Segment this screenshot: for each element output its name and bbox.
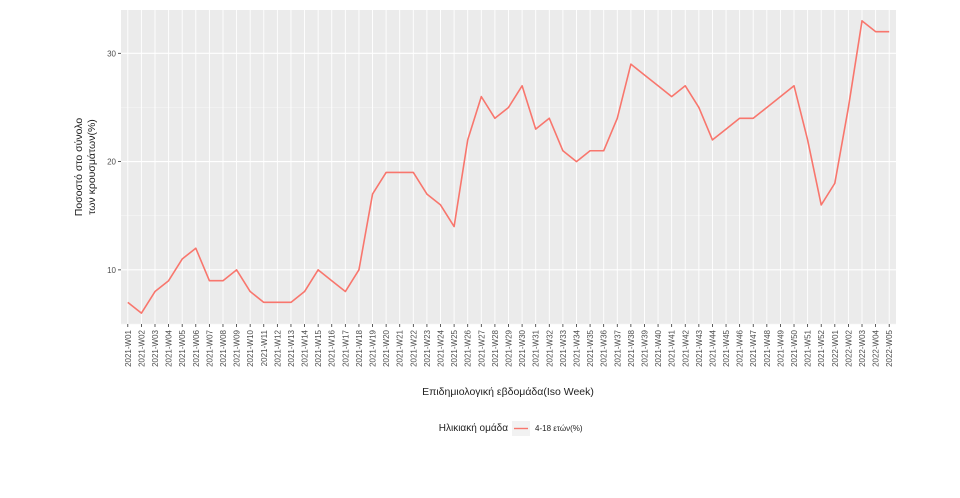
y-axis-title-line-1: Ποσοστό στο σύνολο — [73, 118, 85, 217]
x-tick-label: 2021-W03 — [151, 329, 160, 366]
x-tick-label: 2021-W31 — [532, 329, 541, 366]
x-tick-label: 2021-W09 — [233, 329, 242, 366]
x-tick-label: 2021-W07 — [205, 329, 214, 366]
x-tick-label: 2021-W20 — [382, 329, 391, 366]
y-tick-label: 10 — [107, 266, 116, 275]
x-tick-label: 2021-W46 — [736, 329, 745, 366]
x-tick-label: 2021-W34 — [572, 329, 581, 366]
x-tick-label: 2021-W19 — [369, 329, 378, 366]
x-tick-label: 2021-W12 — [273, 329, 282, 366]
x-tick-label: 2022-W03 — [858, 329, 867, 366]
series-layer — [127, 20, 890, 314]
x-tick-label: 2021-W39 — [640, 329, 649, 366]
x-tick-label: 2021-W04 — [165, 329, 174, 366]
x-tick-label: 2021-W17 — [341, 329, 350, 366]
x-tick-label: 2021-W13 — [287, 329, 296, 366]
x-tick-label: 2021-W11 — [260, 329, 269, 366]
x-tick-label: 2022-W05 — [885, 329, 894, 366]
x-tick-label: 2021-W41 — [668, 329, 677, 366]
x-tick-label: 2021-W25 — [450, 329, 459, 366]
x-axis-ticks: 2021-W01 2021-W02 2021-W03 2021-W04 2021-W05… — [124, 324, 894, 367]
y-tick-label: 30 — [107, 49, 116, 58]
x-tick-label: 2021-W05 — [178, 329, 187, 366]
x-tick-label: 2021-W38 — [627, 329, 636, 366]
y-axis-title-line-2: των κρουσμάτων(%) — [86, 119, 98, 215]
legend-label: 4-18 ετών(%) — [535, 424, 583, 433]
x-tick-label: 2021-W28 — [491, 329, 500, 366]
x-tick-label: 2021-W23 — [423, 329, 432, 366]
x-tick-label: 2021-W37 — [613, 329, 622, 366]
x-tick-label: 2021-W24 — [437, 329, 446, 366]
x-tick-label: 2022-W04 — [872, 329, 881, 366]
x-tick-label: 2021-W40 — [654, 329, 663, 366]
x-tick-label: 2021-W21 — [396, 329, 405, 366]
x-tick-label: 2021-W45 — [722, 329, 731, 366]
x-tick-label: 2021-W01 — [124, 329, 133, 366]
x-tick-label: 2021-W35 — [586, 329, 595, 366]
x-tick-label: 2021-W32 — [545, 329, 554, 366]
x-tick-label: 2021-W16 — [328, 329, 337, 366]
x-tick-label: 2021-W08 — [219, 329, 228, 366]
x-tick-label: 2021-W33 — [559, 329, 568, 366]
x-tick-label: 2021-W50 — [790, 329, 799, 366]
x-tick-label: 2021-W42 — [681, 329, 690, 366]
x-tick-label: 2021-W36 — [600, 329, 609, 366]
x-tick-label: 2021-W02 — [137, 329, 146, 366]
x-tick-label: 2022-W01 — [831, 329, 840, 366]
x-tick-label: 2021-W14 — [301, 329, 310, 366]
x-tick-label: 2021-W44 — [708, 329, 717, 366]
major-gridlines — [121, 10, 896, 324]
x-tick-label: 2021-W30 — [518, 329, 527, 366]
x-tick-label: 2021-W22 — [409, 329, 418, 366]
legend: Ηλικιακή ομάδα 4-18 ετών(%) — [439, 421, 583, 436]
x-tick-label: 2022-W02 — [844, 329, 853, 366]
x-tick-label: 2021-W51 — [804, 329, 813, 366]
y-axis-title: Ποσοστό στο σύνολο των κρουσμάτων(%) — [73, 118, 98, 217]
y-tick-label: 20 — [107, 158, 116, 167]
y-axis-ticks: 10 20 30 — [107, 49, 121, 275]
x-tick-label: 2021-W52 — [817, 329, 826, 366]
x-tick-label: 2021-W49 — [776, 329, 785, 366]
x-tick-label: 2021-W26 — [464, 329, 473, 366]
x-tick-label: 2021-W43 — [695, 329, 704, 366]
x-tick-label: 2021-W27 — [477, 329, 486, 366]
x-tick-label: 2021-W48 — [763, 329, 772, 366]
legend-title: Ηλικιακή ομάδα — [439, 422, 508, 434]
x-tick-label: 2021-W10 — [246, 329, 255, 366]
x-tick-label: 2021-W29 — [505, 329, 514, 366]
x-axis-title: Επιδημιολογική εβδομάδα(Iso Week) — [422, 386, 594, 398]
series-line — [127, 20, 890, 314]
x-tick-label: 2021-W15 — [314, 329, 323, 366]
x-tick-label: 2021-W18 — [355, 329, 364, 366]
x-tick-label: 2021-W06 — [192, 329, 201, 366]
x-tick-label: 2021-W47 — [749, 329, 758, 366]
